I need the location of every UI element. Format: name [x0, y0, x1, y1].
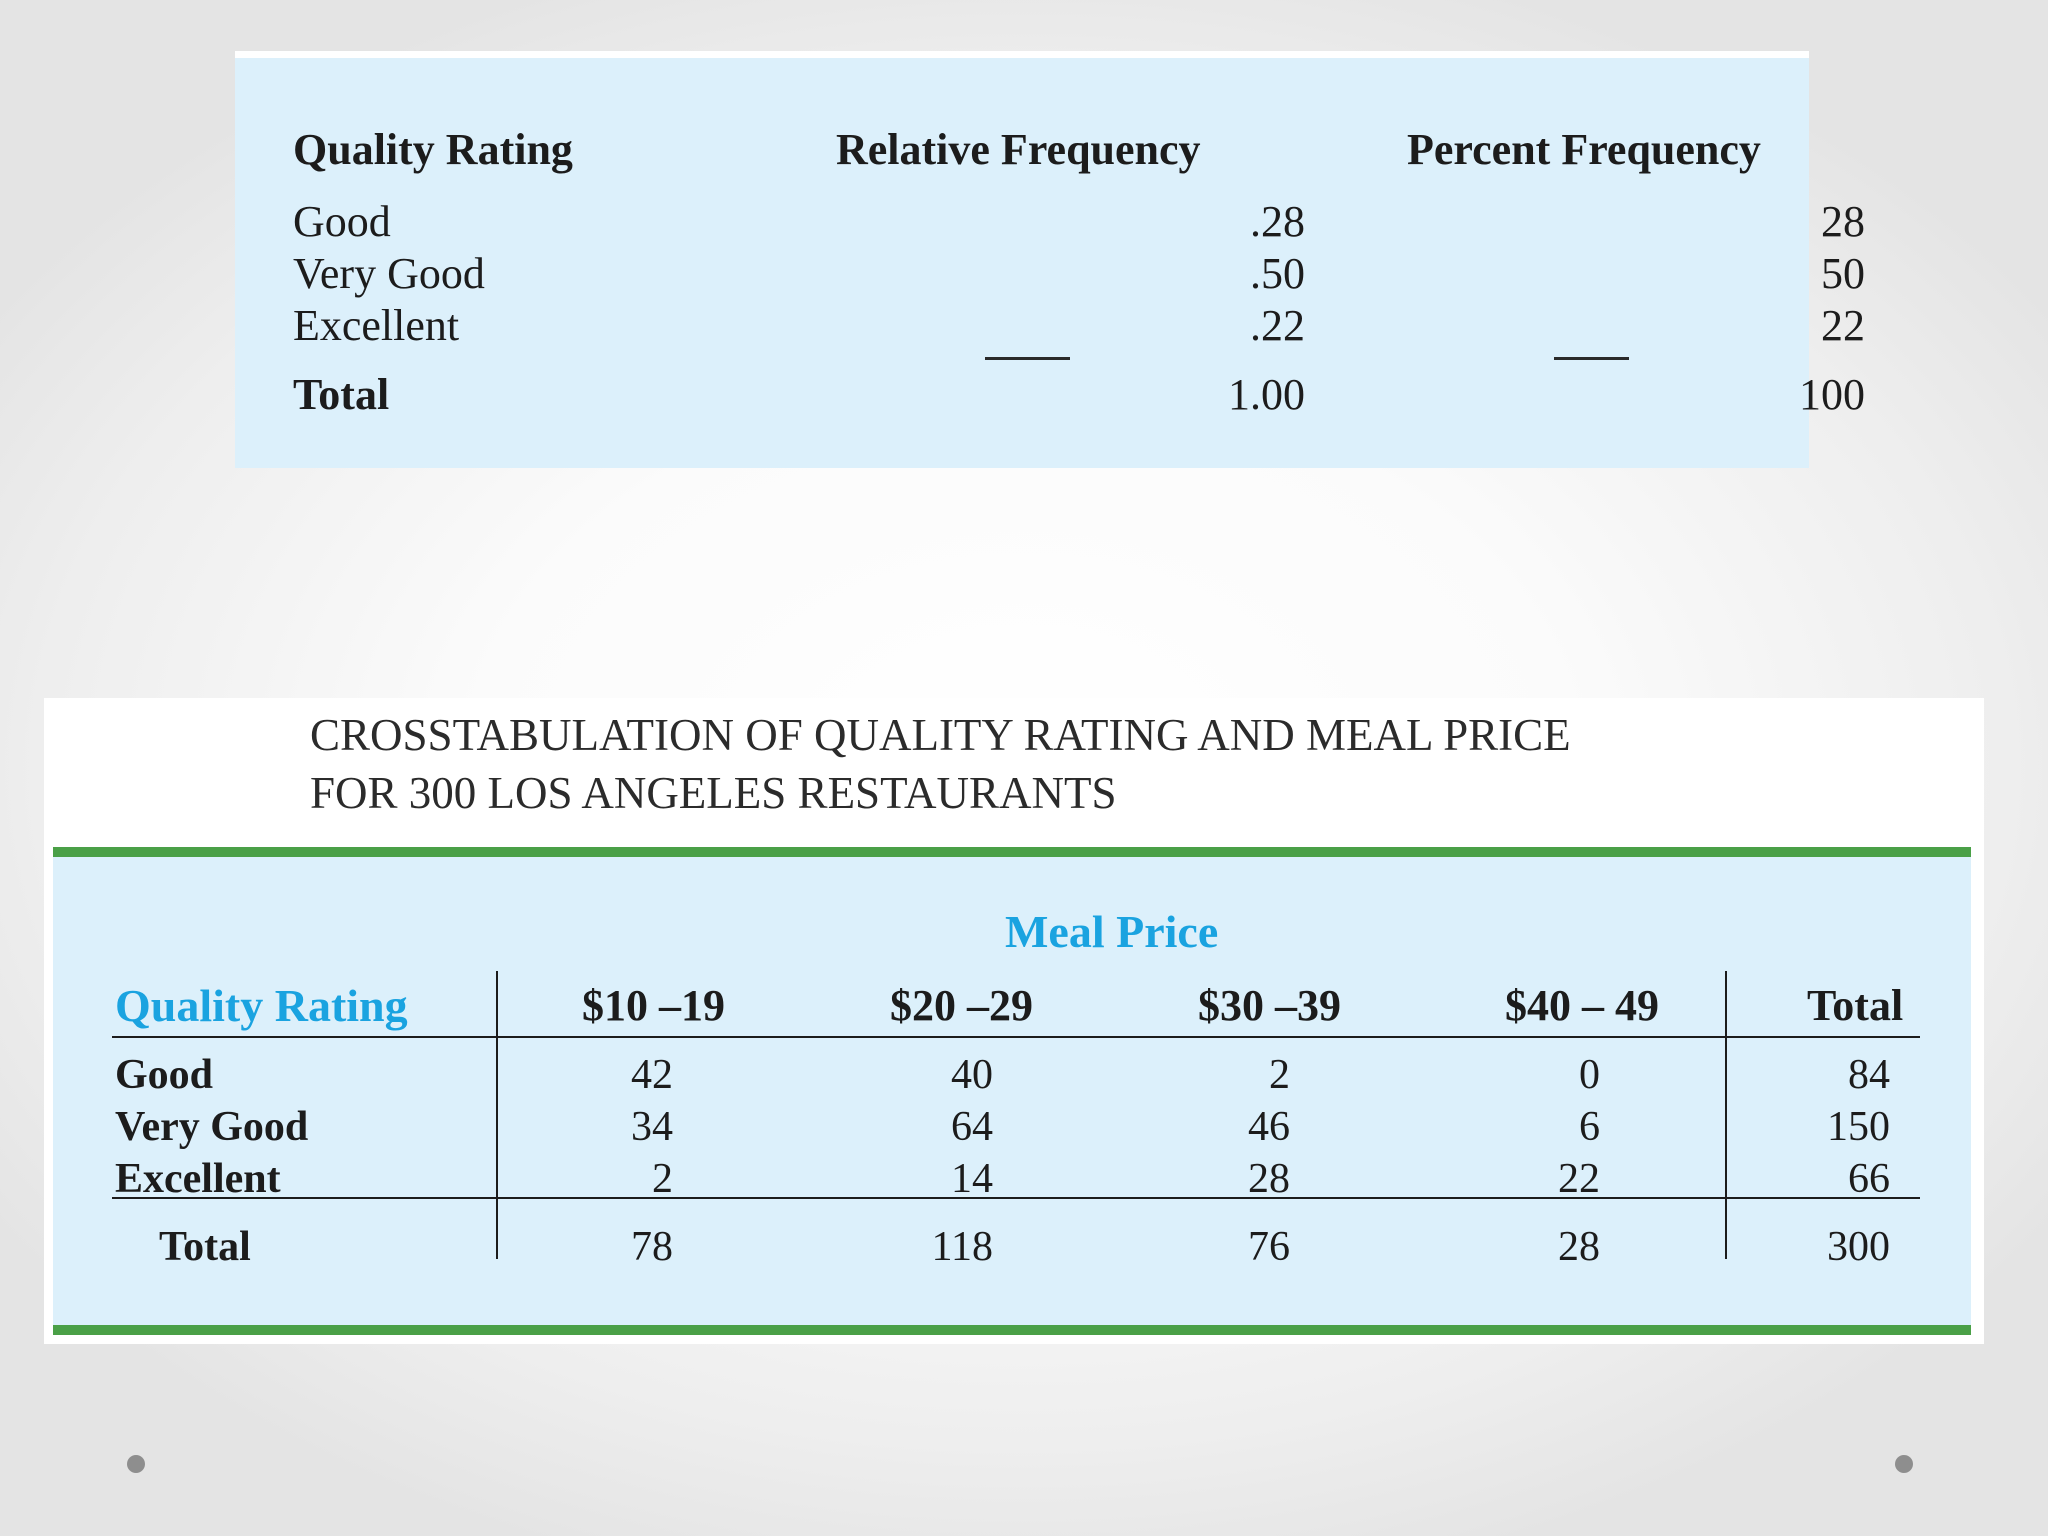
total-20-29: 118 — [931, 1224, 993, 1270]
cell-excellent-40-49: 22 — [1558, 1156, 1600, 1202]
slide-bullet-right — [1895, 1455, 1913, 1473]
grand-total: 300 — [1827, 1224, 1890, 1270]
percent-very-good: 50 — [1821, 249, 1865, 298]
row-label-good: Good — [293, 197, 391, 246]
crosstab-title: CROSSTABULATION OF QUALITY RATING AND ME… — [310, 706, 1571, 822]
row-label-total: Total — [159, 1224, 251, 1270]
cell-excellent-30-39: 28 — [1248, 1156, 1290, 1202]
cell-good-20-29: 40 — [951, 1052, 993, 1098]
col-header-30-39: $30 –39 — [1198, 981, 1341, 1030]
relative-good: .28 — [1250, 197, 1305, 246]
total-column-divider — [1725, 971, 1727, 1259]
total-30-39: 76 — [1248, 1224, 1290, 1270]
cell-very-good-total: 150 — [1827, 1104, 1890, 1150]
crosstab-title-line2: FOR 300 LOS ANGELES RESTAURANTS — [310, 768, 1117, 818]
slide-bullet-left — [127, 1455, 145, 1473]
row-label-excellent: Excellent — [293, 301, 460, 350]
total-rule — [112, 1197, 1920, 1199]
col-header-20-29: $20 –29 — [890, 981, 1033, 1030]
relative-sum-rule — [985, 357, 1070, 360]
row-label-very-good: Very Good — [293, 249, 485, 298]
row-label-good: Good — [115, 1052, 214, 1098]
relative-excellent: .22 — [1250, 301, 1305, 350]
relative-very-good: .50 — [1250, 249, 1305, 298]
total-10-19: 78 — [631, 1224, 673, 1270]
crosstab-card: CROSSTABULATION OF QUALITY RATING AND ME… — [44, 698, 1984, 1344]
header-percent-frequency: Percent Frequency — [1407, 125, 1761, 174]
crosstab-title-line1: CROSSTABULATION OF QUALITY RATING AND ME… — [310, 710, 1571, 760]
row-label-very-good: Very Good — [115, 1104, 309, 1150]
cell-excellent-total: 66 — [1848, 1156, 1890, 1202]
cell-good-40-49: 0 — [1579, 1052, 1600, 1098]
header-rule — [112, 1036, 1920, 1038]
col-header-10-19: $10 –19 — [582, 981, 725, 1030]
crosstab-table: Meal Price Quality Rating $10 –19 $20 –2… — [53, 847, 1971, 1335]
quality-rating-header: Quality Rating — [115, 980, 408, 1031]
row-label-divider — [496, 971, 498, 1259]
percent-sum-rule — [1554, 357, 1629, 360]
total-40-49: 28 — [1558, 1224, 1600, 1270]
relative-total: 1.00 — [1228, 370, 1305, 419]
cell-excellent-10-19: 2 — [652, 1156, 673, 1202]
col-header-40-49: $40 – 49 — [1505, 981, 1659, 1030]
cell-excellent-20-29: 14 — [951, 1156, 993, 1202]
cell-good-10-19: 42 — [631, 1052, 673, 1098]
header-relative-frequency: Relative Frequency — [836, 125, 1201, 174]
cell-good-total: 84 — [1848, 1052, 1890, 1098]
cell-good-30-39: 2 — [1269, 1052, 1290, 1098]
percent-excellent: 22 — [1821, 301, 1865, 350]
percent-total: 100 — [1799, 370, 1865, 419]
percent-good: 28 — [1821, 197, 1865, 246]
row-label-excellent: Excellent — [115, 1156, 281, 1202]
header-quality-rating: Quality Rating — [293, 125, 573, 174]
row-label-total: Total — [293, 370, 390, 419]
cell-very-good-30-39: 46 — [1248, 1104, 1290, 1150]
col-header-total: Total — [1807, 981, 1904, 1030]
cell-very-good-40-49: 6 — [1579, 1104, 1600, 1150]
frequency-table: Quality Rating Relative Frequency Percen… — [235, 51, 1865, 468]
cell-very-good-10-19: 34 — [631, 1104, 673, 1150]
meal-price-header: Meal Price — [1005, 906, 1219, 957]
cell-very-good-20-29: 64 — [951, 1104, 993, 1150]
